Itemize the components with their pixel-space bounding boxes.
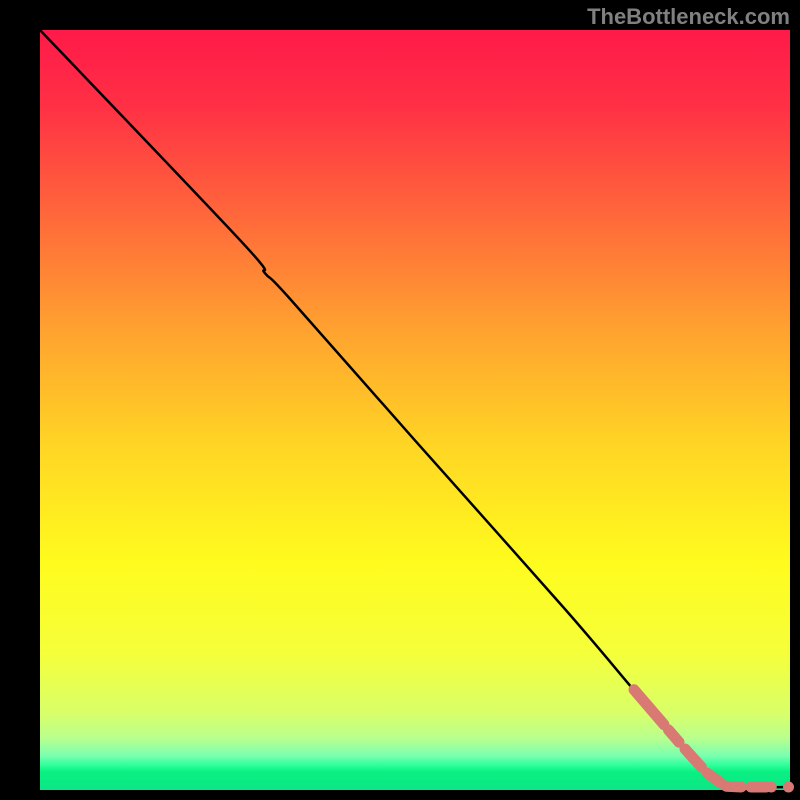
watermark-text: TheBottleneck.com (587, 4, 790, 30)
data-marker-segment (726, 786, 741, 787)
chart-background-gradient (40, 30, 790, 790)
bottleneck-chart (0, 0, 800, 800)
data-marker-dot (783, 781, 794, 792)
data-marker-dot (766, 781, 777, 792)
